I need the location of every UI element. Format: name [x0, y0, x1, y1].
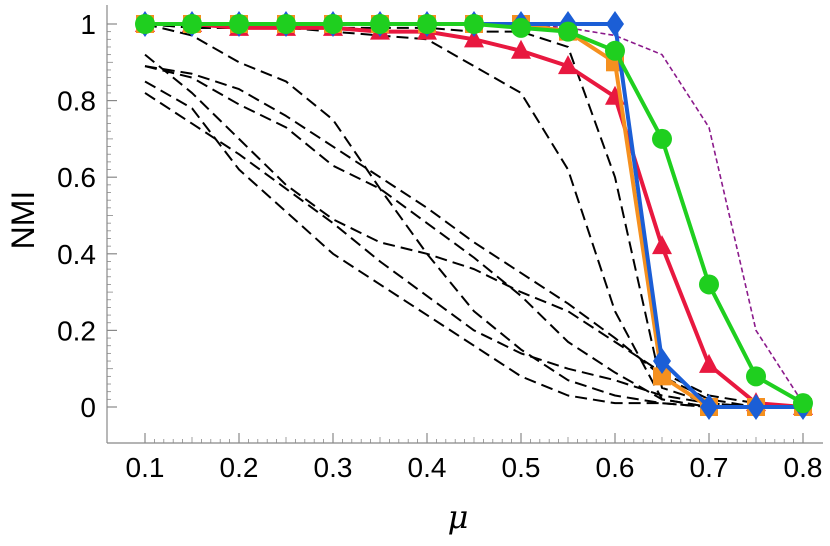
series-line-12 [144, 80, 803, 408]
x-axis-title: μ [448, 498, 469, 536]
axes [106, 5, 823, 444]
series-triangle-0 [135, 13, 813, 415]
x-tick-label: 0.2 [220, 452, 259, 483]
x-tick-label: 0.8 [784, 452, 823, 483]
data-point [229, 14, 249, 34]
y-tick-label: 1 [80, 9, 96, 40]
data-point [370, 14, 390, 34]
y-tick-label: 0.2 [57, 315, 96, 346]
x-tick-label: 0.6 [596, 452, 635, 483]
x-tick-label: 0.4 [408, 452, 447, 483]
y-tick-label: 0.4 [57, 239, 96, 270]
y-tick-label: 0.8 [57, 86, 96, 117]
data-point [135, 14, 155, 34]
data-point [558, 21, 578, 42]
data-point [511, 17, 531, 38]
data-point [276, 14, 296, 34]
tick-labels: 0.1 0.2 0.3 0.4 0.5 0.6 0.7 0.8 0 0.2 0.4 0.6 0.8 1 [57, 9, 822, 483]
data-point [700, 394, 718, 420]
data-point [511, 39, 531, 59]
data-point [653, 348, 671, 375]
data-point [653, 367, 671, 386]
data-point [464, 14, 484, 34]
data-point [558, 55, 578, 75]
x-tick-label: 0.5 [502, 452, 541, 483]
data-point [417, 14, 437, 34]
data-point [652, 128, 672, 149]
y-axis-title: NMI [5, 191, 41, 250]
data-point [605, 40, 625, 61]
data-point [464, 28, 484, 48]
series-layer [135, 11, 813, 420]
series-line-3 [145, 22, 804, 405]
y-tick-label: 0 [80, 392, 96, 423]
data-point [746, 366, 766, 387]
data-point [606, 11, 624, 37]
x-tick-label: 0.3 [314, 452, 353, 483]
series-circle-3 [135, 14, 813, 414]
x-tick-label: 0.7 [690, 452, 729, 483]
data-point [699, 353, 719, 373]
series-line-4 [145, 23, 804, 404]
series-line-10 [144, 92, 803, 408]
series-line-9 [144, 65, 803, 408]
data-point [182, 14, 202, 34]
series-line-7 [144, 23, 803, 408]
data-point [323, 14, 343, 34]
series-line-0 [145, 22, 804, 409]
x-tick-label: 0.1 [126, 452, 165, 483]
data-point [699, 274, 719, 295]
data-point [793, 393, 813, 414]
data-point [652, 235, 672, 255]
series-line-8 [144, 53, 804, 408]
series-line-11 [144, 65, 803, 408]
data-point [747, 394, 765, 420]
y-tick-label: 0.6 [57, 162, 96, 193]
series-square-1 [136, 15, 812, 416]
